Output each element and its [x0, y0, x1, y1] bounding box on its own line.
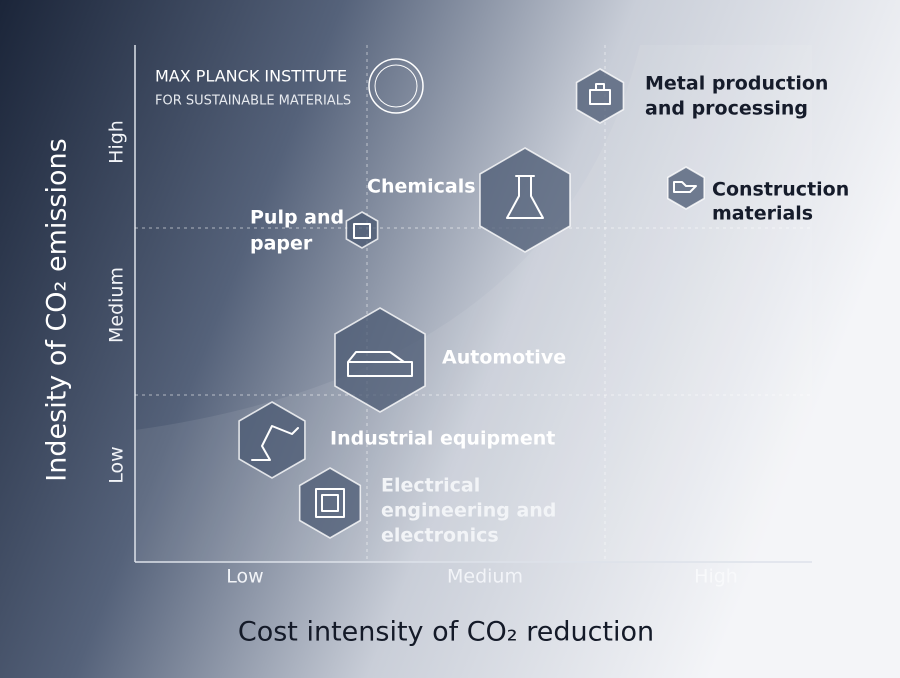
x-axis-title: Cost intensity of CO₂ reduction	[238, 617, 654, 648]
node-label: engineering and	[381, 500, 556, 522]
node-icon	[589, 83, 611, 105]
node: Industrial equipment	[238, 401, 555, 479]
node-icon	[673, 181, 697, 193]
node: Automotive	[334, 307, 566, 413]
node-label: materials	[712, 203, 813, 225]
y-axis-title: Indesity of CO₂ emissions	[42, 138, 73, 481]
node-label: Industrial equipment	[330, 428, 555, 450]
y-tick-label: High	[106, 120, 128, 164]
node-hexagon	[666, 166, 706, 210]
y-tick-label: Medium	[106, 267, 128, 343]
node-icon	[251, 425, 299, 461]
plot-frame	[134, 45, 812, 563]
logo-line: MAX PLANCK INSTITUTE	[155, 67, 347, 86]
node-label: Metal production	[645, 73, 828, 95]
x-tick-label: Low	[226, 566, 263, 588]
node-label: Construction	[712, 179, 849, 201]
node-hexagon	[575, 68, 625, 124]
node-icon	[506, 175, 544, 219]
node-label: Automotive	[442, 347, 566, 369]
node-label: Electrical	[381, 475, 480, 497]
node-hexagon	[298, 467, 362, 539]
node-label: and processing	[645, 98, 808, 120]
nodes: Metal production and processing Constructi…	[238, 68, 849, 547]
node: Chemicals	[367, 147, 571, 253]
x-tick-label: Medium	[447, 566, 523, 588]
node-hexagon	[479, 147, 571, 253]
node-icon	[315, 488, 345, 518]
node-hexagon	[334, 307, 426, 413]
node-label: Pulp and	[250, 207, 344, 229]
node: Electrical engineering and electronics	[298, 467, 556, 547]
node-label: electronics	[381, 525, 499, 547]
x-tick-label: High	[694, 566, 738, 588]
logo-emblem	[368, 58, 424, 114]
node-hexagon	[345, 211, 379, 249]
y-tick-label: Low	[106, 446, 128, 483]
logo-emblem	[374, 64, 418, 108]
node-label: paper	[250, 233, 313, 255]
node: Metal production and processing	[575, 68, 828, 124]
node-icon	[347, 351, 413, 377]
node-icon	[353, 223, 371, 239]
node: Pulp and paper	[250, 207, 379, 255]
node-label: Chemicals	[367, 176, 476, 198]
logo: MAX PLANCK INSTITUTE FOR SUSTAINABLE MAT…	[155, 58, 424, 114]
logo-line: FOR SUSTAINABLE MATERIALS	[155, 94, 351, 109]
